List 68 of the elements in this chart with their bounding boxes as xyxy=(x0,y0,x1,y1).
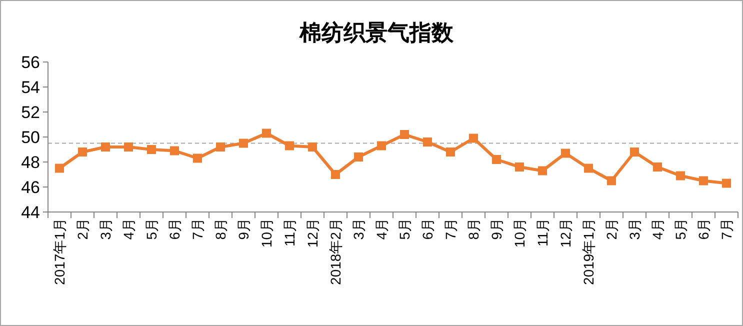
x-tick-label: 2月 xyxy=(74,218,90,240)
x-tick-label: 8月 xyxy=(465,218,482,240)
x-tick-label: 12月 xyxy=(304,218,320,248)
point xyxy=(78,148,87,156)
point xyxy=(561,148,570,158)
point xyxy=(170,146,179,156)
point xyxy=(423,138,432,146)
point xyxy=(584,164,593,173)
x-tick-label: 10月 xyxy=(258,218,274,248)
point xyxy=(607,176,616,186)
point xyxy=(124,142,133,152)
y-tick-label: 48 xyxy=(21,152,40,172)
x-tick-label: 2月 xyxy=(603,218,620,240)
point xyxy=(676,171,685,180)
point xyxy=(400,130,409,139)
point xyxy=(377,141,386,150)
y-tick-label: 44 xyxy=(21,202,40,222)
x-tick-label: 6月 xyxy=(166,218,182,240)
y-tick-label: 46 xyxy=(21,178,40,197)
point xyxy=(193,154,202,163)
x-tick-label: 3月 xyxy=(350,218,366,240)
x-tick-label: 8月 xyxy=(212,218,228,240)
x-tick-label: 2017年1月 xyxy=(51,218,68,285)
x-tick-label: 3月 xyxy=(626,218,642,240)
x-tick-label: 6月 xyxy=(695,218,712,240)
y-tick-label: 50 xyxy=(21,128,40,147)
x-tick-label: 4月 xyxy=(120,218,136,240)
point xyxy=(653,162,662,172)
point xyxy=(216,142,225,152)
x-tick-label: 5月 xyxy=(396,218,412,240)
x-tick-label: 3月 xyxy=(97,218,114,240)
point xyxy=(354,152,363,162)
x-tick-label: 9月 xyxy=(235,218,252,240)
x-tick-label: 9月 xyxy=(488,218,504,240)
point xyxy=(630,148,639,156)
point xyxy=(147,145,156,154)
point xyxy=(469,134,478,143)
y-tick-label: 56 xyxy=(21,52,40,72)
point xyxy=(101,142,110,152)
x-tick-label: 5月 xyxy=(143,218,160,240)
point xyxy=(515,162,524,172)
chart-title: 棉纺织景气指数 xyxy=(298,20,454,45)
x-tick-label: 2018年2月 xyxy=(327,218,344,285)
point xyxy=(308,142,317,152)
x-tick-label: 10月 xyxy=(511,218,528,248)
point xyxy=(722,178,731,188)
point xyxy=(239,138,248,148)
x-tick-label: 11月 xyxy=(281,218,298,247)
x-tick-label: 2019年1月 xyxy=(580,218,596,285)
x-tick-label: 7月 xyxy=(442,218,458,240)
y-tick-label: 54 xyxy=(21,78,40,97)
x-tick-label: 4月 xyxy=(649,218,666,240)
point xyxy=(285,141,294,150)
point xyxy=(262,128,271,138)
point xyxy=(699,176,708,186)
point xyxy=(492,155,501,164)
point xyxy=(446,148,455,156)
y-tick-label: 52 xyxy=(21,102,40,122)
x-tick-label: 7月 xyxy=(189,218,206,240)
point xyxy=(538,166,547,176)
x-tick-label: 12月 xyxy=(557,218,574,248)
point xyxy=(55,164,64,173)
point xyxy=(331,170,340,179)
x-tick-label: 7月 xyxy=(718,218,734,240)
x-tick-label: 6月 xyxy=(419,218,436,240)
x-tick-label: 4月 xyxy=(373,218,390,240)
x-tick-label: 11月 xyxy=(534,218,550,247)
x-tick-label: 5月 xyxy=(672,218,688,240)
